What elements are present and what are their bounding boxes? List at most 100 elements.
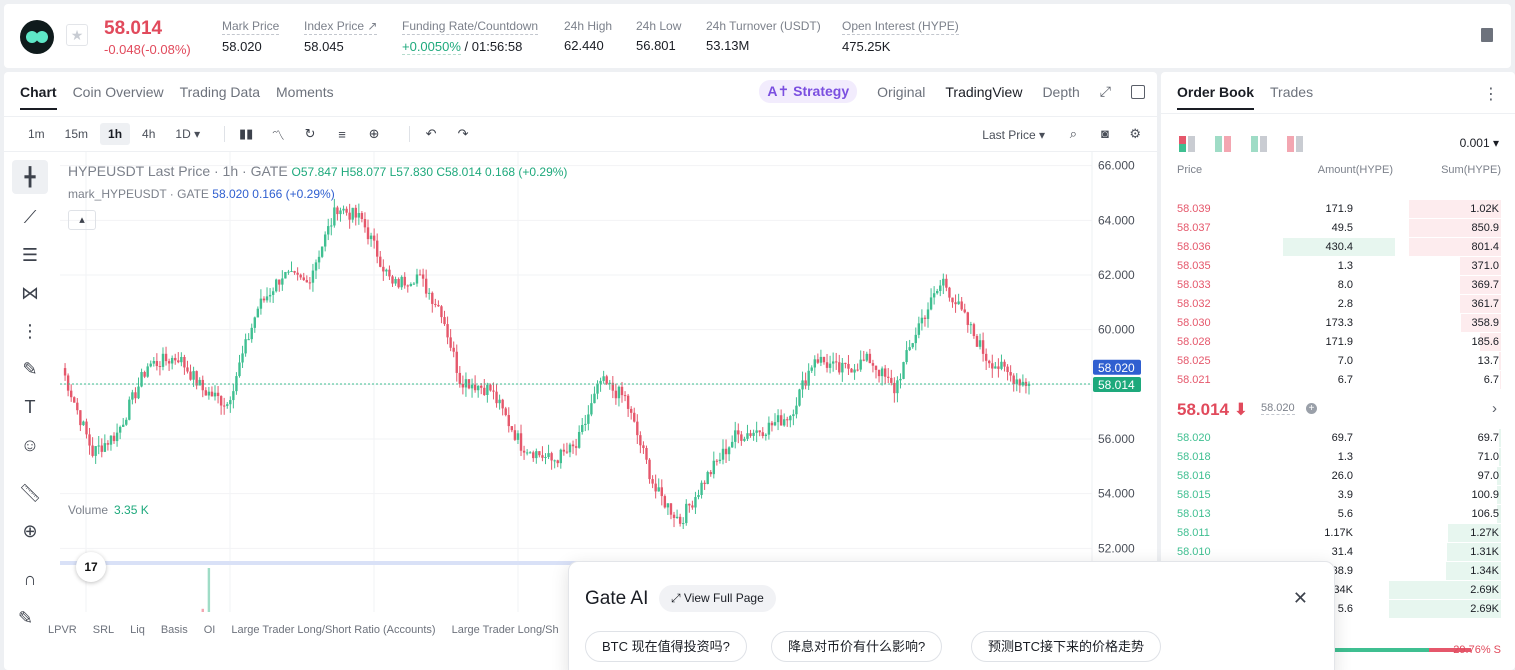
candle-body [232, 391, 235, 401]
bid-row[interactable]: 58.010 31.4 1.31K [1161, 543, 1515, 562]
refresh-icon[interactable]: ↻ [304, 126, 316, 141]
trendline-icon[interactable]: ⟋ [23, 206, 37, 227]
ask-row[interactable]: 58.021 6.7 6.7 [1161, 371, 1515, 390]
indicator-liq[interactable]: Liq [130, 624, 145, 636]
candle-body [584, 423, 587, 425]
candle-body [431, 292, 434, 304]
indicator-large-trader-accounts[interactable]: Large Trader Long/Short Ratio (Accounts) [231, 624, 436, 636]
price-type-select[interactable]: Last Price ▾ [982, 128, 1045, 142]
suggestion-chip[interactable]: 预测BTC接下来的价格走势 [971, 631, 1162, 662]
magnet-icon[interactable]: ∩ [23, 568, 37, 589]
tab-depth[interactable]: Depth [1042, 83, 1080, 100]
add-indicator-icon[interactable]: ⊕ [368, 126, 380, 141]
candle-body [730, 441, 734, 448]
bid-row[interactable]: 58.016 26.0 97.0 [1161, 467, 1515, 486]
price-chart[interactable]: 66.00064.00062.00060.00058.00056.00054.0… [4, 152, 1157, 612]
indicator-lpvr[interactable]: LPVR [48, 624, 77, 636]
stat-mark-price[interactable]: Mark Price 58.020 [222, 19, 280, 54]
indicator-oi[interactable]: OI [203, 624, 216, 636]
tab-original[interactable]: Original [877, 83, 926, 100]
candle-body [308, 282, 312, 284]
candle-body [134, 392, 137, 399]
ask-row[interactable]: 58.032 2.8 361.7 [1161, 295, 1515, 314]
crosshair-icon[interactable]: ╋ [12, 160, 48, 194]
collapse-legend-button[interactable]: ▴ [68, 210, 96, 230]
timeframe-1d[interactable]: 1D ▾ [175, 127, 201, 141]
ask-row[interactable]: 58.039 171.9 1.02K [1161, 200, 1515, 219]
suggestion-chip[interactable]: 降息对币价有什么影响? [771, 631, 943, 662]
ask-row[interactable]: 58.037 49.5 850.9 [1161, 219, 1515, 238]
indicator-srl[interactable]: SRL [92, 624, 115, 636]
pattern-icon[interactable]: ⋈ [21, 282, 39, 303]
zoom-in-icon[interactable]: ⊕ [22, 520, 38, 541]
tab-trades[interactable]: Trades [1270, 84, 1314, 100]
candle-body [177, 360, 180, 363]
brush-icon[interactable]: ✎ [22, 358, 38, 379]
candle-body [125, 419, 128, 425]
stat-24h-turnover: 24h Turnover (USDT) 53.13M [706, 19, 821, 53]
candle-body [899, 378, 902, 381]
stat-open-interest[interactable]: Open Interest (HYPE) 475.25K [842, 19, 959, 54]
settings-list-icon[interactable]: ≡ [338, 126, 346, 142]
bid-row[interactable]: 58.020 69.7 69.7 [1161, 429, 1515, 448]
book-icon[interactable] [1481, 28, 1493, 42]
fib-icon[interactable]: ⋮ [21, 320, 39, 341]
search-icon[interactable]: ⌕ [1069, 126, 1077, 141]
plus-icon[interactable]: + [1306, 403, 1317, 414]
strategy-button[interactable]: A✝ Strategy [759, 80, 858, 103]
close-icon[interactable]: ✕ [1292, 588, 1308, 608]
bid-row[interactable]: 58.013 5.6 106.5 [1161, 505, 1515, 524]
timeframe-15m[interactable]: 15m [64, 127, 89, 141]
tab-tradingview[interactable]: TradingView [945, 83, 1023, 100]
gear-icon[interactable]: ⚙ [1129, 126, 1141, 141]
tab-order-book[interactable]: Order Book [1177, 84, 1255, 110]
camera-icon[interactable]: ◙ [1101, 126, 1109, 141]
candle-type-icon[interactable]: ▮▮ [238, 126, 254, 141]
stat-index-price[interactable]: Index Price ↗ 58.045 [304, 19, 378, 54]
ask-row[interactable]: 58.030 173.3 358.9 [1161, 314, 1515, 333]
ask-row[interactable]: 58.035 1.3 371.0 [1161, 257, 1515, 276]
stat-label: Open Interest (HYPE) [842, 19, 959, 35]
suggestion-chip[interactable]: BTC 现在值得投资吗? [585, 631, 747, 662]
candle-body [847, 363, 850, 369]
undo-icon[interactable]: ↶ [425, 126, 437, 141]
horizontal-lines-icon[interactable]: ☰ [21, 244, 39, 265]
timeframe-1h[interactable]: 1h [100, 123, 131, 145]
timeframe-1m[interactable]: 1m [28, 127, 45, 141]
tab-chart[interactable]: Chart [20, 84, 57, 110]
mode-sell-icon[interactable] [1287, 136, 1305, 152]
redo-icon[interactable]: ↷ [457, 126, 469, 141]
ask-row[interactable]: 58.036 430.4 801.4 [1161, 238, 1515, 257]
bid-row[interactable]: 58.011 1.17K 1.27K [1161, 524, 1515, 543]
tradingview-logo-icon[interactable]: 17 [76, 552, 106, 582]
candle-body [1027, 383, 1031, 386]
indicators-icon[interactable]: 〽 [271, 127, 285, 143]
pencil-icon[interactable]: ✎ [18, 608, 34, 628]
ask-row[interactable]: 58.028 171.9 185.6 [1161, 333, 1515, 352]
mode-buy-sell-icon[interactable] [1215, 136, 1233, 152]
indicator-basis[interactable]: Basis [160, 624, 188, 636]
stat-funding-rate[interactable]: Funding Rate/Countdown +0.0050% / 01:56:… [402, 19, 539, 55]
mode-both-icon[interactable] [1179, 136, 1197, 152]
candle-body [204, 390, 208, 396]
mode-buy-icon[interactable] [1251, 136, 1269, 152]
more-icon[interactable]: ⋮ [1483, 86, 1499, 103]
precision-select[interactable]: 0.001 ▾ [1459, 136, 1499, 150]
bid-row[interactable]: 58.018 1.3 71.0 [1161, 448, 1515, 467]
indicator-large-trader-2[interactable]: Large Trader Long/Sh [451, 624, 559, 636]
ask-row[interactable]: 58.033 8.0 369.7 [1161, 276, 1515, 295]
tab-coin-overview[interactable]: Coin Overview [72, 84, 164, 100]
window-icon[interactable] [1131, 84, 1145, 99]
emoji-icon[interactable]: ☺ [20, 434, 40, 455]
ask-row[interactable]: 58.025 7.0 13.7 [1161, 352, 1515, 371]
bid-row[interactable]: 58.015 3.9 100.9 [1161, 486, 1515, 505]
favorite-star-icon[interactable]: ★ [66, 24, 88, 46]
tab-trading-data[interactable]: Trading Data [179, 84, 261, 100]
expand-icon[interactable]: ⤢ [1099, 83, 1111, 99]
ruler-icon[interactable]: 📏︎ [18, 482, 42, 503]
chevron-right-icon[interactable]: › [1492, 400, 1497, 417]
timeframe-4h[interactable]: 4h [142, 127, 156, 141]
view-full-page-button[interactable]: ⤢ View Full Page [659, 585, 776, 612]
tab-moments[interactable]: Moments [276, 84, 334, 100]
text-icon[interactable]: T [24, 396, 36, 417]
